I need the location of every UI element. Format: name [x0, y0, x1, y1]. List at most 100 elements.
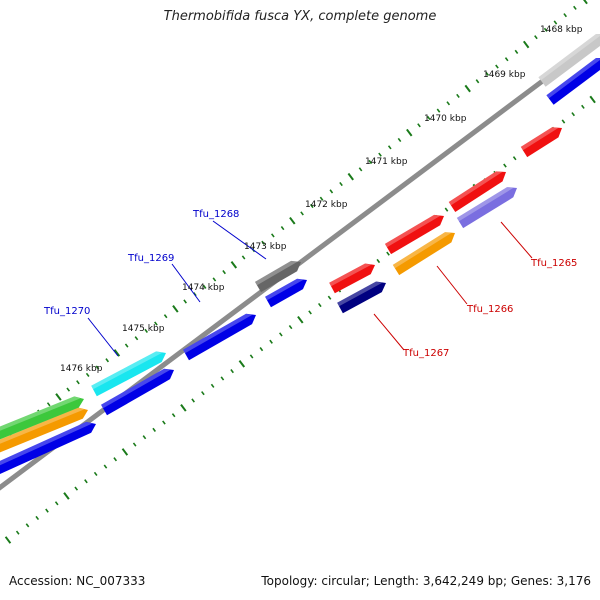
tick-mark — [241, 255, 246, 260]
tick-mark — [261, 240, 265, 245]
tick-mark — [417, 123, 421, 128]
tick-mark — [446, 101, 451, 106]
tick-mark — [581, 104, 585, 109]
gene-label-tfu-1267[interactable]: Tfu_1267 — [402, 348, 449, 359]
gene-arrow-lavender[interactable] — [456, 183, 520, 229]
tick-mark — [54, 501, 59, 506]
tick-mark — [288, 325, 293, 330]
tick-mark — [144, 328, 149, 333]
gene-arrow-dark-gray[interactable] — [254, 257, 304, 293]
tick-mark — [514, 49, 519, 54]
tick-mark — [583, 0, 588, 5]
leader-line — [500, 221, 533, 259]
tick-label-1471: 1471 kbp — [365, 157, 408, 167]
tick-mark — [376, 258, 381, 264]
tick-mark — [152, 427, 157, 432]
gene-arrow-navy[interactable] — [337, 278, 389, 314]
tick-mark — [202, 284, 207, 289]
tick-mark — [368, 159, 373, 165]
gene-arrow-light-gray[interactable] — [538, 29, 600, 87]
tick-mark — [504, 57, 509, 62]
tick-mark — [85, 372, 90, 378]
tick-mark — [4, 536, 12, 544]
tick-mark — [183, 299, 187, 304]
gene-arrow-green[interactable] — [0, 393, 86, 443]
gene-arrow-blue[interactable] — [265, 275, 310, 308]
tick-mark — [63, 492, 70, 500]
tick-mark — [300, 211, 304, 216]
tick-mark — [93, 471, 98, 477]
tick-mark — [327, 295, 332, 300]
tick-mark — [113, 349, 121, 357]
gene-arrow-orange[interactable] — [0, 404, 90, 456]
tick-mark — [512, 156, 517, 161]
tick-mark — [436, 108, 441, 113]
gene-label-tfu-1268[interactable]: Tfu_1268 — [192, 209, 239, 220]
tick-label-1470: 1470 kbp — [424, 114, 467, 124]
tick-mark — [105, 358, 110, 363]
tick-mark — [191, 398, 195, 403]
tick-mark — [561, 119, 566, 124]
tick-mark — [563, 13, 568, 18]
tick-mark — [553, 20, 558, 25]
tick-mark — [230, 369, 234, 374]
tick-mark — [444, 207, 449, 212]
gene-label-tfu-1265[interactable]: Tfu_1265 — [530, 258, 577, 269]
tick-mark — [317, 302, 322, 308]
tick-mark — [132, 442, 137, 447]
gene-arrow-orange[interactable] — [392, 228, 458, 276]
tick-mark — [522, 40, 530, 49]
outer-tick-ring — [0, 0, 588, 445]
tick-mark — [358, 167, 363, 172]
tick-mark — [270, 233, 275, 238]
tick-mark — [386, 251, 390, 256]
gene-arrow-blue[interactable] — [0, 419, 98, 478]
gene-arrow-cyan[interactable] — [91, 348, 169, 397]
gene-label-tfu-1266[interactable]: Tfu_1266 — [466, 304, 513, 315]
tick-mark — [571, 112, 576, 117]
tick-mark — [230, 260, 238, 269]
tick-mark — [456, 93, 460, 99]
gene-arrow-blue[interactable] — [183, 310, 259, 361]
tick-mark — [25, 523, 30, 528]
tick-label-1475: 1475 kbp — [122, 324, 165, 334]
leader-line — [212, 220, 267, 260]
tick-mark — [475, 79, 480, 84]
tick-label-1474: 1474 kbp — [182, 283, 225, 293]
tick-mark — [201, 391, 205, 396]
tick-mark — [222, 270, 226, 275]
tick-mark — [406, 128, 413, 137]
gene-label-tfu-1270[interactable]: Tfu_1270 — [43, 306, 90, 317]
tick-mark — [74, 486, 79, 491]
gene-arrow-red[interactable] — [384, 211, 447, 255]
tick-mark — [210, 383, 215, 388]
gene-arrow-red[interactable] — [448, 167, 510, 213]
gene-arrow-red[interactable] — [329, 260, 378, 294]
leader-line — [87, 317, 119, 357]
tick-mark — [162, 420, 166, 425]
tick-mark — [103, 464, 108, 469]
tick-mark — [259, 347, 264, 352]
tick-label-1476: 1476 kbp — [60, 364, 103, 374]
tick-label-1468: 1468 kbp — [540, 25, 583, 35]
tick-mark — [289, 216, 296, 225]
tick-mark — [249, 354, 254, 359]
tick-mark — [46, 402, 51, 407]
tick-mark — [193, 292, 197, 297]
gene-arrow-blue[interactable] — [101, 365, 177, 416]
tick-mark — [66, 387, 71, 392]
tick-mark — [180, 404, 187, 412]
gene-arrow-blue[interactable] — [546, 53, 600, 105]
tick-mark — [297, 315, 304, 324]
gene-arrow-red[interactable] — [520, 123, 565, 158]
tick-mark — [573, 5, 577, 10]
leader-line — [436, 265, 468, 305]
tick-mark — [426, 115, 431, 121]
gene-label-tfu-1269[interactable]: Tfu_1269 — [127, 253, 174, 264]
tick-mark — [269, 339, 273, 344]
tick-mark — [172, 305, 179, 313]
tick-mark — [45, 508, 49, 513]
tick-mark — [543, 27, 548, 32]
tick-mark — [503, 163, 507, 168]
